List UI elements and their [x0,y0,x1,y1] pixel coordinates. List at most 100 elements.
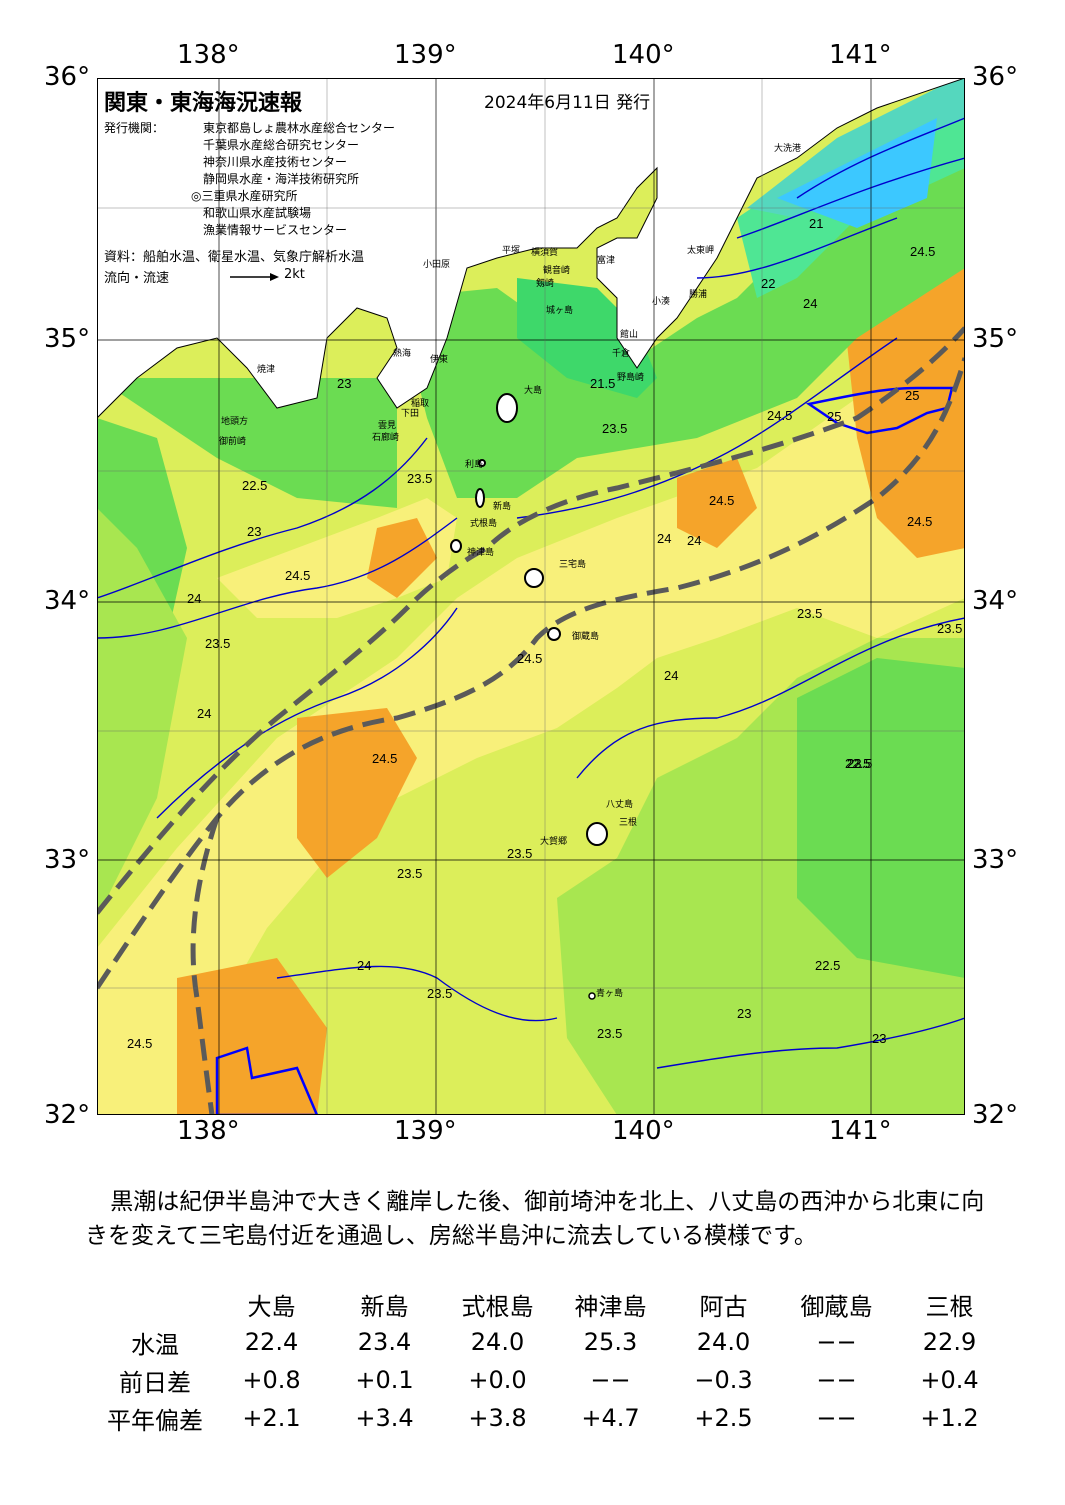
table-cell: +0.8 [242,1366,301,1394]
isotherm-label: 23.5 [507,846,532,861]
flow-legend-label: 流向・流速 [104,271,170,286]
isotherm-label: 23.5 [797,606,822,621]
place-name: 下田 [401,408,419,418]
lat-label-left-34: 34° [44,586,91,616]
flow-arrow-icon [230,273,279,281]
issuer-item: 千葉県水産総合研究センター [203,138,360,152]
table-corner [95,1285,215,1323]
data-source: 資料：船舶水温、衛星水温、気象庁解析水温 [104,250,365,265]
place-name: 大洗港 [774,142,801,153]
isotherm-label: 24 [664,668,678,683]
isotherm-24-c [576,617,965,779]
table-cell: 25.3 [583,1328,638,1356]
sst-band-22-5-west [97,378,397,508]
isotherm-label: 24.5 [127,1036,152,1051]
isotherm-21 [796,117,965,199]
sst-band-23-west [97,508,187,918]
table-cell: 24.0 [696,1328,751,1356]
hachijojima-island [586,822,608,846]
place-name: 伊東 [430,353,448,364]
isotherm-25-east [805,386,954,435]
place-name: 雲見 [378,420,396,430]
honshu-coast [97,78,965,419]
lat-label-right-32: 32° [972,1100,1019,1130]
isotherm-label: 23.5 [937,621,962,636]
place-name: 野島崎 [617,371,644,382]
isotherm-label: 23.5 [205,636,230,651]
table-cell: +1.2 [920,1404,979,1432]
lat-label-right-35: 35° [972,324,1019,354]
isotherm-label: 22.5 [242,478,267,493]
issue-date: 2024年6月11日 発行 [484,93,651,113]
isotherm-label: 24.5 [709,493,734,508]
lon-label-top-140: 140° [612,40,675,70]
lat-label-left-35: 35° [44,324,91,354]
place-name: 横須賀 [531,246,558,257]
isotherm-label: 24.5 [767,408,792,423]
isotherm-label: 23 [872,1031,886,1046]
issuer-list: 東京都島しょ農林水産総合センター 千葉県水産総合研究センター 神奈川県水産技術セ… [191,120,396,239]
isotherm-label: 23.5 [407,471,432,486]
flow-scale-label: 2kt [284,267,305,282]
station-header: 式根島 [461,1292,534,1321]
place-name: 城ヶ島 [546,304,573,315]
table-cell: +4.7 [581,1404,640,1432]
isotherm-label: 22 [761,276,775,291]
table-row: 水温 22.4 23.4 24.0 25.3 24.0 −− 22.9 [95,1323,1006,1361]
sst-band-25-b [367,518,437,598]
sst-band-22-sagami [517,278,657,398]
lat-label-right-36: 36° [972,62,1019,92]
place-name: 三根 [619,816,637,827]
table-header-row: 大島 新島 式根島 神津島 阿古 御蔵島 三根 [95,1285,1006,1323]
isotherm-label: 24 [687,533,701,548]
place-name: 利島 [465,458,483,469]
table-cell: −− [816,1404,857,1432]
isotherm-label: 24.5 [517,651,542,666]
station-header: 御蔵島 [800,1292,873,1321]
graticule-minor [97,78,965,1115]
place-name: 勝浦 [689,288,707,299]
isotherm-23-south [656,1017,965,1069]
place-name: 観音崎 [543,264,570,275]
isotherm-label: 23.5 [397,866,422,881]
lon-label-bottom-139: 139° [394,1116,457,1146]
isotherm-label: 25 [827,409,841,424]
island-sst-table: 大島 新島 式根島 神津島 阿古 御蔵島 三根 水温 22.4 23.4 24.… [95,1285,1006,1437]
isotherm-23 [97,437,428,599]
sst-band-25-south [177,958,327,1115]
lon-label-top-138: 138° [177,40,240,70]
sst-band-21-boso [747,78,965,218]
station-header: 大島 [247,1292,296,1321]
place-name: 御前崎 [219,435,246,446]
station-header: 新島 [360,1292,409,1321]
lon-label-bottom-141: 141° [829,1116,892,1146]
map-frame [97,78,965,1115]
place-name: 平塚 [502,245,520,255]
isotherm-25-south [215,1046,319,1115]
place-name: 地頭方 [221,415,248,426]
table-cell: −0.3 [694,1366,753,1394]
isotherm-label: 24.5 [907,514,932,529]
place-name-group: 大洗港 太東岬 小湊 勝浦 平塚 横須賀 観音崎 剱崎 城ヶ島 富津 館山 千倉… [219,142,801,998]
oshima-island [496,393,518,423]
map-title: 関東・東海海況速報 [104,91,303,116]
table-cell: 23.4 [357,1328,412,1356]
sst-band-25-c [677,458,757,548]
issuer-item: 静岡県水産・海洋技術研究所 [203,172,360,186]
table-cell: +2.5 [694,1404,753,1432]
isotherm-label: 23.5 [602,421,627,436]
aogashima-island [588,992,596,1000]
issuer-item: 東京都島しょ農林水産総合センター [203,121,396,135]
isotherm-label: 23 [737,1006,751,1021]
table-cell: −− [590,1366,631,1394]
place-name: 青ヶ島 [596,987,623,998]
place-name: 石廊崎 [372,431,399,442]
place-name: 館山 [620,328,638,339]
kuroshio-axis-north [97,326,965,915]
table-cell: 22.4 [244,1328,299,1356]
isotherm-21-5 [736,157,965,239]
sst-band-22-5-southeast [797,658,965,978]
table-cell: +0.0 [468,1366,527,1394]
place-name: 御蔵島 [572,630,599,641]
place-name: 焼津 [257,364,275,374]
